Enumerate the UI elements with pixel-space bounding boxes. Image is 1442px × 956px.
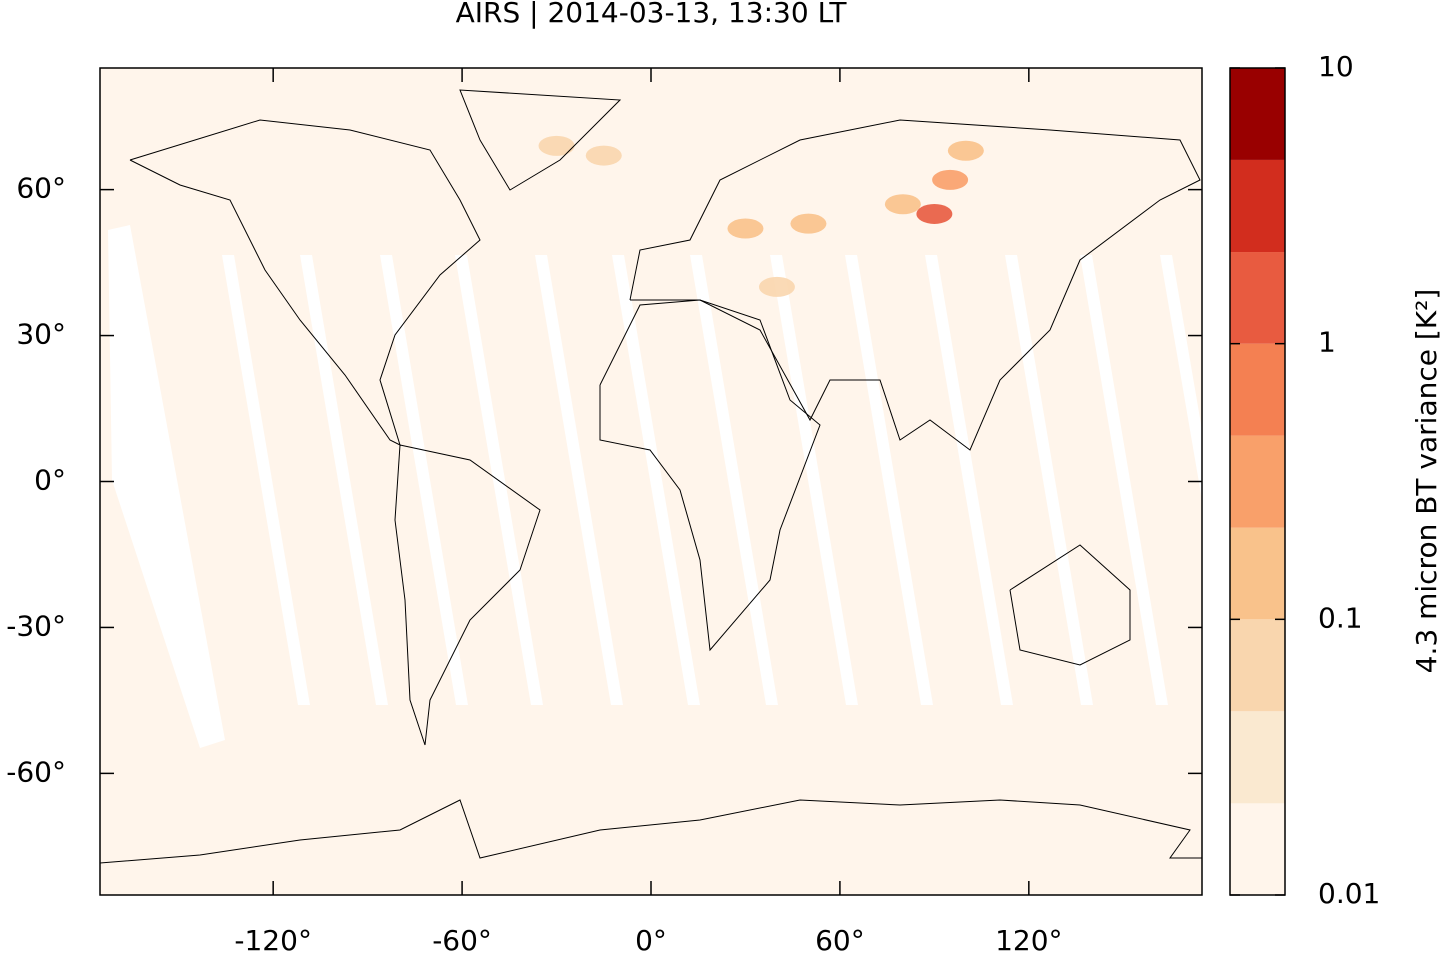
y-tick-label: 30° [16, 318, 66, 351]
coastline [129, 119, 481, 446]
colorbar-band [1230, 711, 1285, 804]
colorbar-band [1230, 68, 1285, 160]
coastline [394, 444, 541, 746]
colorbar-tick-label: 0.1 [1318, 601, 1363, 634]
x-tick-label: 60° [815, 924, 865, 956]
swath-gap [690, 255, 778, 705]
swath-gap [380, 255, 468, 705]
coastline [459, 89, 622, 191]
colorbar-band [1230, 527, 1285, 620]
colorbar-band [1230, 343, 1285, 436]
colorbar-band [1230, 159, 1285, 253]
colorbar-tick-label: 0.01 [1318, 877, 1380, 910]
colorbar-frame [1229, 67, 1286, 896]
swath-gap [770, 255, 858, 705]
coastline [599, 299, 821, 652]
variance-cell [758, 276, 795, 297]
swath-gap [300, 255, 388, 705]
colorbar-label: 4.3 micron BT variance [K²] [1410, 289, 1442, 674]
variance-cell [585, 145, 622, 166]
colorbar-band [1230, 435, 1285, 528]
swath-gap [1160, 255, 1202, 500]
swath-gap [222, 255, 310, 705]
swath-gap [1080, 255, 1168, 705]
x-tick-label: -120° [234, 924, 312, 956]
swath-gap [612, 255, 700, 705]
y-tick-label: 60° [16, 172, 66, 205]
y-tick-label: -60° [6, 755, 66, 788]
coastlines [99, 89, 1202, 864]
variance-cell [538, 135, 575, 156]
colorbar [1230, 68, 1285, 895]
coastline [99, 799, 1202, 864]
colorbar-tick-label: 1 [1318, 326, 1336, 359]
swath-gap [535, 255, 623, 705]
x-tick-label: 120° [995, 924, 1062, 956]
coastline [629, 119, 1201, 451]
colorbar-band [1230, 803, 1285, 895]
colorbar-band [1230, 619, 1285, 712]
variance-cell [790, 213, 827, 234]
colorbar-band [1230, 252, 1285, 344]
variance-cell [947, 140, 984, 161]
swath-gap [925, 255, 1013, 705]
swath-gap [1005, 255, 1093, 705]
colorbar-tick-label: 10 [1318, 50, 1354, 83]
swath-gap [845, 255, 933, 705]
variance-field [538, 135, 984, 297]
coastline [1009, 544, 1131, 666]
y-tick-label: 0° [34, 464, 66, 497]
variance-cell [884, 194, 921, 215]
swath-gaps [108, 225, 1202, 748]
swath-gap [455, 255, 543, 705]
variance-cell [727, 218, 764, 239]
swath-gap [108, 225, 225, 748]
x-tick-label: -60° [432, 924, 492, 956]
variance-cell [932, 169, 969, 190]
x-tick-label: 0° [635, 924, 667, 956]
y-tick-label: -30° [6, 609, 66, 642]
variance-cell [916, 203, 953, 224]
chart-title: AIRS | 2014-03-13, 13:30 LT [456, 0, 848, 29]
